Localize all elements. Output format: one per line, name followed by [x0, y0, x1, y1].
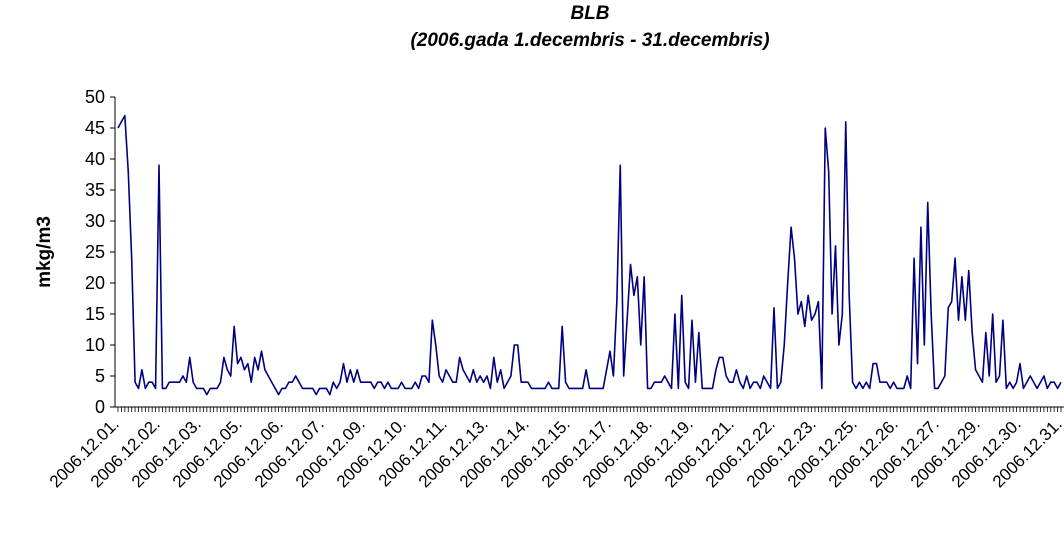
y-tick-label: 25 — [85, 242, 105, 262]
y-tick-label: 15 — [85, 304, 105, 324]
y-tick-label: 20 — [85, 273, 105, 293]
y-tick-label: 40 — [85, 149, 105, 169]
data-line — [117, 114, 1062, 396]
chart-subtitle: (2006.gada 1.decembris - 31.decembris) — [410, 30, 769, 51]
y-tick-label: 0 — [95, 397, 105, 417]
y-tick-label: 10 — [85, 335, 105, 355]
y-tick-label: 45 — [85, 118, 105, 138]
y-tick-label: 50 — [85, 87, 105, 107]
y-tick-label: 30 — [85, 211, 105, 231]
y-axis-label: mkg/m3 — [34, 216, 55, 288]
y-tick-label: 35 — [85, 180, 105, 200]
y-tick-label: 5 — [95, 366, 105, 386]
chart-title: BLB — [570, 3, 609, 24]
